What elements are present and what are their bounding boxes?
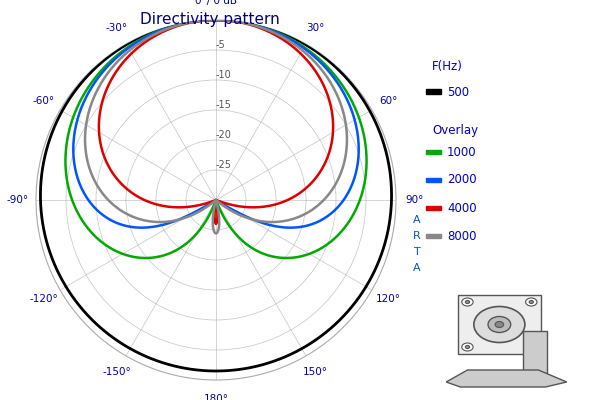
Circle shape	[529, 346, 533, 348]
Text: Overlay: Overlay	[432, 124, 478, 137]
Circle shape	[495, 322, 503, 328]
Circle shape	[488, 316, 511, 332]
Text: A: A	[413, 263, 421, 273]
Text: 1000: 1000	[447, 146, 476, 158]
Circle shape	[462, 298, 473, 306]
Text: Directivity pattern: Directivity pattern	[140, 12, 280, 27]
Polygon shape	[446, 370, 567, 387]
Text: F(Hz): F(Hz)	[432, 60, 463, 73]
Circle shape	[474, 306, 525, 342]
Text: R: R	[413, 231, 421, 241]
Circle shape	[466, 300, 470, 304]
Text: 500: 500	[447, 86, 469, 98]
Circle shape	[526, 343, 537, 351]
FancyBboxPatch shape	[523, 331, 547, 373]
Circle shape	[462, 343, 473, 351]
Text: 4000: 4000	[447, 202, 476, 214]
Circle shape	[466, 346, 470, 348]
Text: A: A	[413, 215, 421, 225]
Text: T: T	[413, 247, 421, 257]
FancyBboxPatch shape	[458, 295, 541, 354]
Text: 8000: 8000	[447, 230, 476, 242]
Text: 2000: 2000	[447, 174, 476, 186]
Circle shape	[526, 298, 537, 306]
Circle shape	[529, 300, 533, 304]
